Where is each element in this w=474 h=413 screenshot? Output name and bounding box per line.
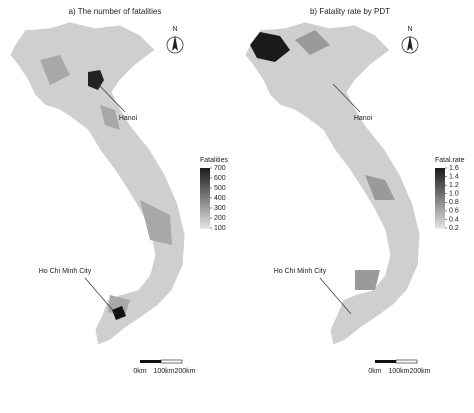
- legend-tick-label: 1.2: [449, 182, 459, 189]
- leader-line: [84, 277, 117, 315]
- legend-swatch: [200, 215, 210, 219]
- legend-swatch: [435, 198, 445, 201]
- legend-swatch: [200, 200, 210, 204]
- legend-swatch: [435, 205, 445, 209]
- city-label: Hanoi: [119, 115, 138, 122]
- legend-tick-label: 400: [214, 195, 226, 202]
- legend-swatch: [435, 180, 445, 184]
- scale-label: 0km: [368, 368, 381, 375]
- legend-swatch: [435, 225, 445, 229]
- north-arrow: [172, 35, 178, 51]
- legend-swatch: [435, 203, 445, 206]
- legend-swatch: [200, 203, 210, 206]
- legend-tick-label: 700: [214, 165, 226, 172]
- panel-b: [244, 21, 421, 346]
- leader-line: [319, 277, 352, 315]
- legend-tick-label: 0.4: [449, 216, 459, 223]
- legend-tick-label: 0.6: [449, 208, 459, 215]
- scale-label: 100km: [388, 368, 409, 375]
- legend-tick-label: 0.8: [449, 199, 459, 206]
- legend-swatch: [435, 170, 445, 174]
- legend-swatch: [200, 225, 210, 229]
- legend-tick-label: 1.6: [449, 165, 459, 172]
- legend-swatch: [200, 185, 210, 189]
- legend-swatch: [435, 218, 445, 221]
- legend-title: Fatalities: [200, 157, 229, 164]
- legend-tick-label: 200: [214, 215, 226, 222]
- panel-a: [9, 21, 186, 346]
- legend-swatch: [435, 175, 445, 179]
- legend-swatch: [200, 173, 210, 176]
- legend-swatch: [200, 193, 210, 196]
- legend-swatch: [435, 168, 445, 171]
- panel-title: b) Fatality rate by PDT: [310, 7, 390, 16]
- legend-swatch: [200, 195, 210, 199]
- legend-swatch: [435, 190, 445, 194]
- legend-swatch: [200, 218, 210, 221]
- legend-tick-label: 0.2: [449, 225, 459, 232]
- legend-swatch: [200, 180, 210, 184]
- legend-swatch: [435, 223, 445, 226]
- legend-swatch: [200, 198, 210, 201]
- scale-label: 100km: [153, 368, 174, 375]
- hcmc-region: [112, 306, 126, 320]
- legend-tick-label: 300: [214, 205, 226, 212]
- legend-swatch: [200, 220, 210, 224]
- legend-tick-label: 1.4: [449, 173, 459, 180]
- legend-swatch: [435, 183, 445, 186]
- legend-title: Fatal.rate: [435, 157, 465, 164]
- scale-bar: [140, 360, 161, 363]
- legend-swatch: [435, 178, 445, 181]
- legend-swatch: [200, 188, 210, 191]
- leader-line: [332, 83, 361, 113]
- legend-swatch: [200, 205, 210, 209]
- hanoi-region: [88, 70, 104, 90]
- legend-tick-label: 1.0: [449, 191, 459, 198]
- scale-label: 200km: [174, 368, 195, 375]
- legend-swatch: [200, 213, 210, 216]
- legend-swatch: [435, 215, 445, 219]
- legend-swatch: [200, 183, 210, 186]
- legend-swatch: [200, 210, 210, 214]
- legend-swatch: [435, 213, 445, 216]
- high-rate-region: [250, 32, 290, 62]
- city-label: Hanoi: [354, 115, 373, 122]
- legend-swatch: [435, 185, 445, 189]
- legend-tick-label: 600: [214, 175, 226, 182]
- legend-swatch: [435, 173, 445, 176]
- region: [40, 55, 172, 315]
- legend-swatch: [200, 223, 210, 226]
- legend-swatch: [200, 170, 210, 174]
- panel-title: a) The number of fatalities: [69, 7, 162, 16]
- scale-bar: [375, 360, 396, 363]
- north-label: N: [407, 26, 412, 33]
- north-label: N: [172, 26, 177, 33]
- scale-label: 200km: [409, 368, 430, 375]
- scale-bar: [160, 359, 183, 364]
- legend-swatch: [435, 193, 445, 196]
- scale-bar: [395, 359, 418, 364]
- city-label: Ho Chi Minh City: [39, 268, 92, 275]
- legend-tick-label: 100: [214, 225, 226, 232]
- scale-label: 0km: [133, 368, 146, 375]
- legend-tick-label: 500: [214, 185, 226, 192]
- legend-swatch: [435, 220, 445, 224]
- legend-swatch: [435, 195, 445, 199]
- legend-swatch: [435, 208, 445, 211]
- legend-swatch: [200, 208, 210, 211]
- legend-swatch: [435, 188, 445, 191]
- leader-line: [97, 83, 126, 113]
- country-shape: [244, 21, 421, 346]
- city-label: Ho Chi Minh City: [274, 268, 327, 275]
- legend-swatch: [200, 168, 210, 171]
- legend-swatch: [200, 178, 210, 181]
- legend-swatch: [200, 190, 210, 194]
- north-arrow: [407, 35, 413, 51]
- legend-swatch: [435, 200, 445, 204]
- legend-swatch: [200, 175, 210, 179]
- legend-swatch: [435, 210, 445, 214]
